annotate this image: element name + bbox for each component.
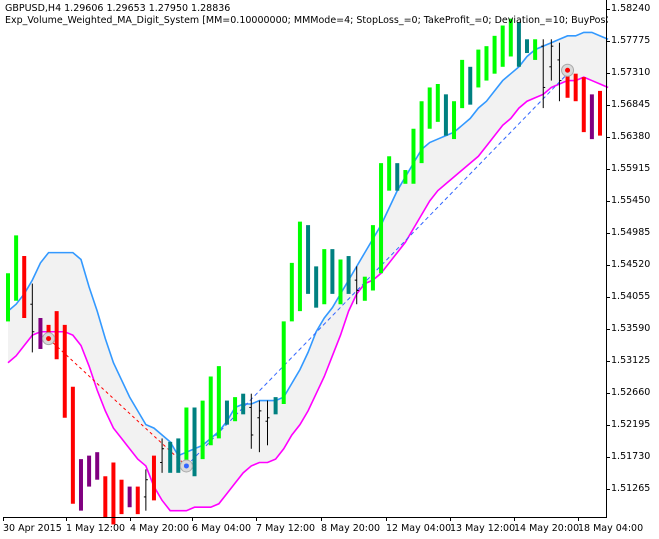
time-tick [514, 517, 515, 521]
time-tick-label: 8 May 20:00 [321, 523, 381, 534]
time-tick [386, 517, 387, 521]
price-tick-label: 1.55915 [611, 163, 651, 174]
price-tick [606, 361, 610, 362]
price-tick [606, 265, 610, 266]
price-tick-label: 1.57310 [611, 67, 651, 78]
symbol-info: GBPUSD,H4 1.29606 1.29653 1.27950 1.2883… [5, 3, 231, 14]
sell-entry-marker [42, 332, 56, 346]
price-bar [249, 393, 254, 449]
price-tick [606, 233, 610, 234]
price-tick [606, 329, 610, 330]
price-tick-label: 1.57775 [611, 35, 651, 46]
price-tick-label: 1.52195 [611, 419, 651, 430]
time-tick-label: 6 May 04:00 [192, 523, 252, 534]
price-tick-label: 1.54520 [611, 259, 651, 270]
price-tick-label: 1.58240 [611, 3, 651, 14]
price-tick-label: 1.51265 [611, 483, 651, 494]
buy-trade-line [186, 73, 568, 467]
time-tick [192, 517, 193, 521]
time-tick [130, 517, 131, 521]
price-bar [265, 400, 270, 446]
price-bar [354, 266, 359, 305]
time-tick-label: 13 May 12:00 [450, 523, 516, 534]
price-bar [557, 42, 562, 102]
time-tick-label: 7 May 12:00 [256, 523, 316, 534]
price-tick-label: 1.54985 [611, 227, 651, 238]
price-tick-label: 1.54055 [611, 291, 651, 302]
buy-entry-marker [179, 459, 193, 473]
price-tick-label: 1.55450 [611, 195, 651, 206]
price-tick [606, 137, 610, 138]
price-bar [30, 283, 35, 353]
marker-dot [46, 336, 52, 342]
time-tick [3, 517, 4, 521]
time-tick-label: 1 May 12:00 [66, 523, 126, 534]
price-tick [606, 297, 610, 298]
trade-lines [48, 73, 568, 467]
sell-trade-line [48, 338, 187, 467]
price-tick [606, 41, 610, 42]
price-tick-label: 1.51730 [611, 451, 651, 462]
price-tick-label: 1.53125 [611, 355, 651, 366]
time-tick [66, 517, 67, 521]
price-bar [143, 469, 148, 511]
price-tick [606, 489, 610, 490]
price-bar [549, 39, 554, 81]
expert-advisor-info: Exp_Volume_Weighted_MA_Digit_System [MM=… [5, 15, 608, 26]
marker-dot [183, 463, 189, 469]
time-tick-label: 12 May 04:00 [386, 523, 452, 534]
time-tick-label: 14 May 20:00 [514, 523, 580, 534]
time-tick [256, 517, 257, 521]
lower-band-line [7, 76, 609, 512]
time-tick [450, 517, 451, 521]
time-tick-label: 30 Apr 2015 [3, 523, 62, 534]
time-tick-label: 4 May 20:00 [130, 523, 190, 534]
marker-dot [565, 67, 571, 73]
upper-band-line [7, 31, 609, 457]
price-bars [6, 18, 602, 525]
price-tick-label: 1.56845 [611, 99, 651, 110]
plot-frame [3, 0, 607, 518]
price-tick [606, 9, 610, 10]
price-tick [606, 169, 610, 170]
price-tick-label: 1.53590 [611, 323, 651, 334]
price-tick-label: 1.52660 [611, 387, 651, 398]
band-fill [8, 32, 609, 511]
price-bar [541, 39, 546, 109]
price-tick [606, 425, 610, 426]
sell-entry-marker [561, 63, 575, 77]
price-tick [606, 201, 610, 202]
trade-markers [42, 63, 575, 473]
price-tick [606, 105, 610, 106]
indicator-bands [7, 31, 609, 512]
price-tick-label: 1.56380 [611, 131, 651, 142]
time-tick [578, 517, 579, 521]
time-tick-label: 18 May 04:00 [578, 523, 644, 534]
price-bar [257, 400, 262, 453]
time-tick [321, 517, 322, 521]
price-tick [606, 393, 610, 394]
price-bar [160, 438, 165, 473]
price-tick [606, 457, 610, 458]
price-tick [606, 73, 610, 74]
